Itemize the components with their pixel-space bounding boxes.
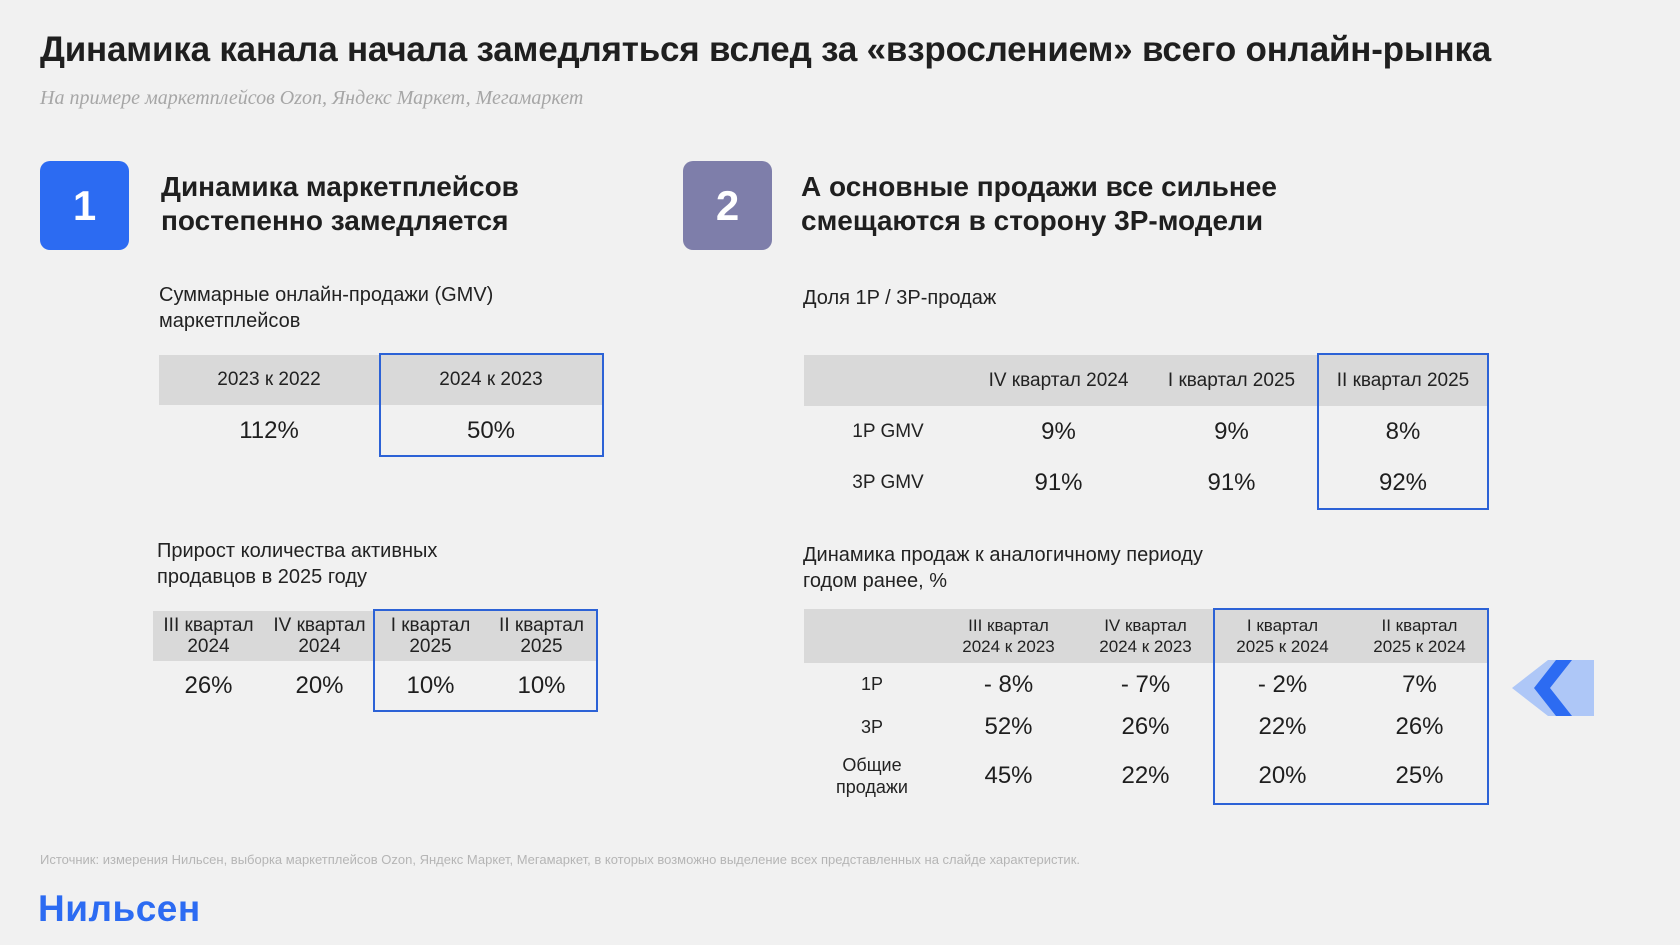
table-cell: 20% (1258, 762, 1307, 789)
column-header: I квартал 2025 к 2024 (1214, 609, 1351, 663)
column-header: II квартал 2025 (486, 611, 597, 661)
table-cell: 92% (1378, 468, 1428, 496)
share-1p-3p-table: IV квартал 2024 I квартал 2025 II кварта… (804, 355, 1488, 508)
sales-dynamics-table: III квартал 2024 к 2023 IV квартал 2024 к … (804, 609, 1488, 804)
source-note: Источник: измерения Нильсен, выборка мар… (40, 852, 1080, 867)
dynamics-table-label: Динамика продаж к аналогичному периоду г… (803, 544, 1203, 592)
sellers-table-label: Прирост количества активных продавцов в … (157, 540, 438, 588)
table-cell: 25% (1395, 762, 1444, 789)
page-subtitle: На примере маркетплейсов Ozon, Яндекс Ма… (40, 87, 584, 109)
section-number-badge-2: 2 (683, 161, 772, 250)
table-cell: 10% (517, 672, 566, 699)
table-cell: 7% (1402, 670, 1437, 698)
table-header-row: III квартал 2024 IV квартал 2024 I квартал… (153, 611, 597, 661)
gmv-table-label: Суммарные онлайн-продажи (GMV) маркетпле… (159, 284, 494, 332)
table-cell: 91% (1207, 468, 1256, 496)
table-header-row: III квартал 2024 к 2023 IV квартал 2024 к … (804, 609, 1488, 663)
highlight-frame (1317, 353, 1489, 510)
highlight-frame (379, 353, 604, 457)
nielsen-logo: Нильсен (38, 888, 201, 929)
column-header: II квартал 2025 (1318, 355, 1488, 406)
table-cell: 26% (1121, 713, 1170, 740)
row-label: 3P GMV (852, 471, 924, 493)
row-label: 3P (860, 716, 884, 737)
column-header: III квартал 2024 (153, 611, 264, 661)
highlight-frame (1213, 608, 1489, 805)
section-heading-2: А основные продажи все сильнее смещаются… (801, 171, 1277, 236)
column-header: 2023 к 2022 (159, 355, 379, 405)
table-cell: - 7% (1120, 670, 1171, 698)
table-cell: 26% (1395, 713, 1444, 740)
table-header-row: 2023 к 2022 2024 к 2023 (159, 355, 603, 405)
column-header: IV квартал 2024 к 2023 (1077, 609, 1214, 663)
row-label: 1P (860, 674, 884, 694)
column-header: 2024 к 2023 (379, 355, 603, 405)
section-heading-1: Динамика маркетплейсов постепенно замедл… (161, 171, 519, 236)
table-cell: - 2% (1257, 670, 1308, 698)
table-cell: 50% (466, 416, 516, 444)
table-cell: 20% (295, 672, 344, 699)
table-cell: 9% (1041, 417, 1076, 445)
gmv-growth-table: 2023 к 2022 2024 к 2023 112% 50% (159, 355, 603, 456)
table-header-row: IV квартал 2024 I квартал 2025 II кварта… (804, 355, 1488, 406)
column-header: III квартал 2024 к 2023 (940, 609, 1077, 663)
double-chevron-left-icon (1512, 660, 1594, 716)
table-cell: 45% (984, 762, 1033, 789)
column-header: II квартал 2025 к 2024 (1351, 609, 1488, 663)
table-cell: 91% (1034, 468, 1083, 496)
table-cell: 26% (184, 672, 233, 699)
highlight-frame (373, 609, 598, 712)
column-header: I квартал 2025 (375, 611, 486, 661)
table-row: Общие продажи 45% 22% 20% 25% (804, 748, 1488, 804)
table-row: 1P - 8% - 7% - 2% 7% (804, 663, 1488, 706)
share-table-label: Доля 1P / 3P-продаж (803, 287, 997, 309)
table-cell: 22% (1121, 762, 1170, 789)
table-cell: 8% (1385, 417, 1421, 445)
table-row: 3P GMV 91% 91% 92% (804, 457, 1488, 508)
table-row: 1P GMV 9% 9% 8% (804, 406, 1488, 457)
table-cell: 9% (1214, 417, 1249, 445)
table-cell: - 8% (983, 670, 1034, 698)
column-header: IV квартал 2024 (972, 355, 1145, 406)
table-cell: 22% (1258, 713, 1307, 740)
table-cell: 10% (406, 672, 455, 699)
table-cell: 112% (239, 416, 299, 444)
column-header: I квартал 2025 (1145, 355, 1318, 406)
table-cell: 52% (984, 713, 1033, 740)
table-row: 112% 50% (159, 405, 603, 456)
table-row: 26% 20% 10% 10% (153, 661, 597, 711)
page-title: Динамика канала начала замедляться вслед… (40, 30, 1492, 69)
table-row: 3P 52% 26% 22% 26% (804, 706, 1488, 748)
sellers-growth-table: III квартал 2024 IV квартал 2024 I квартал… (153, 611, 597, 711)
row-label: Общие продажи (836, 755, 908, 797)
row-label: 1P GMV (852, 420, 924, 442)
section-number-badge-1: 1 (40, 161, 129, 250)
column-header: IV квартал 2024 (264, 611, 375, 661)
